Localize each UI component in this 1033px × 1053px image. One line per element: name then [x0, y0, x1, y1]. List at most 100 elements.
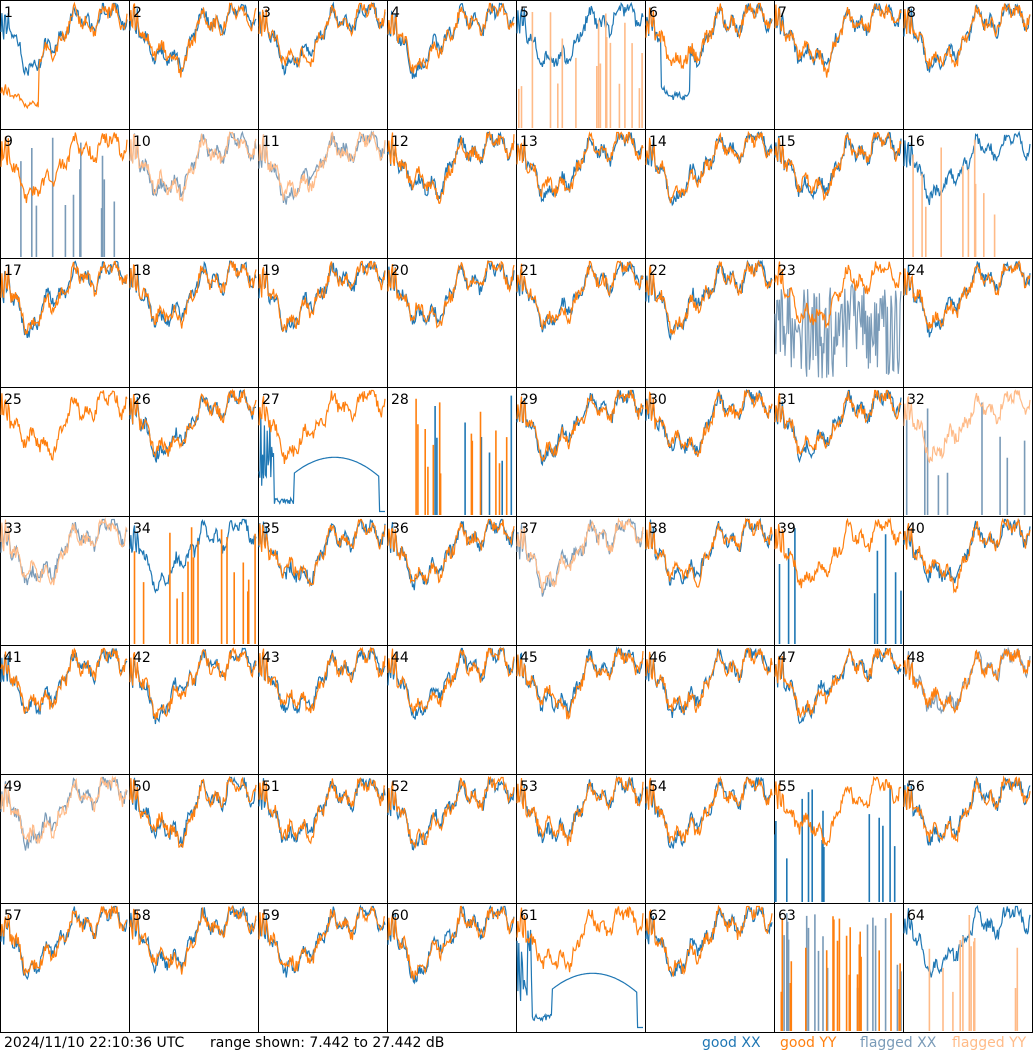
panel-label: 20	[391, 263, 409, 279]
panel-45: 45	[516, 645, 646, 775]
series-xx-panel-32	[905, 402, 1026, 515]
panel-frame	[258, 258, 388, 388]
panel-frame	[387, 774, 517, 904]
panel-frame	[516, 0, 646, 130]
panel-label: 1	[4, 5, 13, 21]
series-yy-panel-13	[516, 131, 644, 198]
series-yy-panel-44	[387, 646, 515, 715]
panel-26: 26	[129, 387, 259, 517]
series-yy-panel-17	[0, 260, 128, 335]
series-xx-panel-19	[258, 261, 386, 333]
series-xx-panel-28	[434, 395, 513, 515]
panel-frame	[258, 516, 388, 646]
panel-frame	[129, 0, 259, 130]
series-xx-panel-14	[645, 131, 773, 207]
series-xx-panel-36	[387, 518, 515, 591]
panel-36: 36	[387, 516, 517, 646]
panel-46: 46	[645, 645, 775, 775]
panel-label: 41	[4, 650, 22, 666]
panel-frame	[645, 0, 775, 130]
series-yy-panel-22	[645, 259, 773, 336]
series-yy-panel-1	[0, 1, 128, 110]
panel-frame	[774, 129, 904, 259]
panel-23: 23	[774, 258, 904, 388]
panel-frame	[0, 903, 130, 1033]
series-yy-panel-41	[0, 647, 128, 714]
panel-label: 53	[520, 779, 538, 795]
series-yy-panel-57	[0, 905, 128, 976]
series-yy-panel-60	[387, 905, 515, 980]
series-yy-panel-11	[258, 131, 386, 201]
panel-21: 21	[516, 258, 646, 388]
panel-label: 51	[262, 779, 280, 795]
timestamp: 2024/11/10 22:10:36 UTC	[4, 1035, 185, 1051]
series-xx-panel-53	[516, 775, 644, 844]
panel-frame	[903, 645, 1033, 775]
series-yy-panel-48	[903, 648, 1031, 714]
legend-flagged-xx: flagged XX	[860, 1035, 937, 1051]
series-xx-panel-63	[783, 913, 902, 1031]
panel-11: 11	[258, 129, 388, 259]
panel-frame	[387, 516, 517, 646]
panel-29: 29	[516, 387, 646, 517]
panel-label: 23	[778, 263, 796, 279]
series-yy-panel-19	[258, 260, 386, 332]
panel-label: 63	[778, 908, 796, 924]
panel-frame	[387, 129, 517, 259]
panel-15: 15	[774, 129, 904, 259]
series-yy-panel-21	[516, 260, 644, 330]
series-xx-panel-64	[903, 905, 1031, 978]
panel-frame	[516, 774, 646, 904]
panel-54: 54	[645, 774, 775, 904]
panel-31: 31	[774, 387, 904, 517]
series-xx-panel-44	[387, 646, 515, 720]
panel-frame	[774, 387, 904, 517]
panel-18: 18	[129, 258, 259, 388]
series-xx-panel-27	[258, 414, 385, 513]
series-yy-panel-53	[516, 776, 644, 846]
panel-63: 63	[774, 903, 904, 1033]
panel-label: 61	[520, 908, 538, 924]
panel-label: 38	[649, 521, 667, 537]
series-xx-panel-62	[645, 906, 773, 978]
series-yy-panel-15	[774, 131, 902, 202]
series-yy-panel-27	[258, 389, 386, 465]
panel-frame	[516, 903, 646, 1033]
panel-27: 27	[258, 387, 388, 517]
series-yy-panel-6	[645, 2, 773, 70]
series-yy-panel-24	[903, 259, 1031, 330]
series-yy-panel-59	[258, 906, 386, 972]
panel-frame	[645, 645, 775, 775]
panel-label: 34	[133, 521, 151, 537]
series-yy-panel-2	[129, 2, 257, 78]
panel-25: 25	[0, 387, 130, 517]
series-yy-panel-37	[516, 517, 644, 594]
panel-label: 48	[907, 650, 925, 666]
series-yy-panel-12	[387, 130, 515, 205]
panel-frame	[516, 129, 646, 259]
series-yy-panel-26	[129, 388, 257, 459]
panel-55: 55	[774, 774, 904, 904]
panel-label: 5	[520, 5, 529, 21]
panel-frame	[129, 774, 259, 904]
panel-label: 49	[4, 779, 22, 795]
panel-61: 61	[516, 903, 646, 1033]
panel-label: 36	[391, 521, 409, 537]
series-xx-panel-30	[645, 388, 773, 456]
panel-label: 30	[649, 392, 667, 408]
series-yy-panel-7	[774, 3, 902, 78]
series-yy-panel-40	[903, 517, 1031, 594]
series-xx-panel-61	[516, 929, 643, 1029]
series-yy-panel-50	[129, 775, 257, 848]
panel-6: 6	[645, 0, 775, 130]
panel-frame	[0, 774, 130, 904]
series-yy-panel-38	[645, 517, 773, 588]
panel-label: 9	[4, 134, 13, 150]
series-yy-panel-36	[387, 518, 515, 585]
panel-14: 14	[645, 129, 775, 259]
panel-label: 12	[391, 134, 409, 150]
panel-label: 7	[778, 5, 787, 21]
series-yy-panel-35	[258, 518, 386, 588]
panel-5: 5	[516, 0, 646, 130]
